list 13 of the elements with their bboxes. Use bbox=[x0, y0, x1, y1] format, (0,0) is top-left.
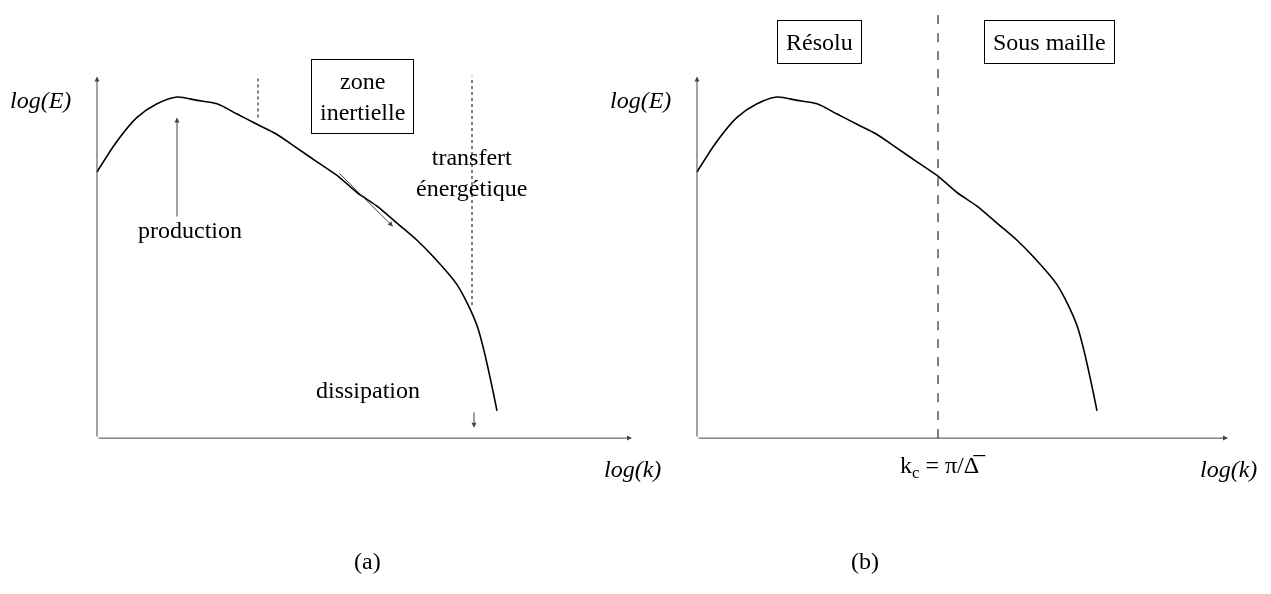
annotation: dissipation bbox=[316, 377, 421, 403]
annotation: zone inertielle bbox=[320, 68, 406, 126]
y-axis-title: log(E) bbox=[10, 87, 72, 113]
text: k$_{c}$ = π/Δ̅ bbox=[900, 452, 987, 483]
text: Sous maille bbox=[993, 29, 1106, 55]
x-axis-title: log(k) bbox=[1200, 456, 1258, 482]
annotation: production bbox=[138, 217, 242, 243]
text: Résolu bbox=[786, 29, 853, 55]
annotation: transfert énergétique bbox=[416, 144, 528, 202]
x-axis-title: log(k) bbox=[604, 456, 662, 482]
text: (a) bbox=[354, 548, 381, 574]
y-axis-title: log(E) bbox=[610, 87, 672, 113]
text: (b) bbox=[851, 548, 879, 574]
